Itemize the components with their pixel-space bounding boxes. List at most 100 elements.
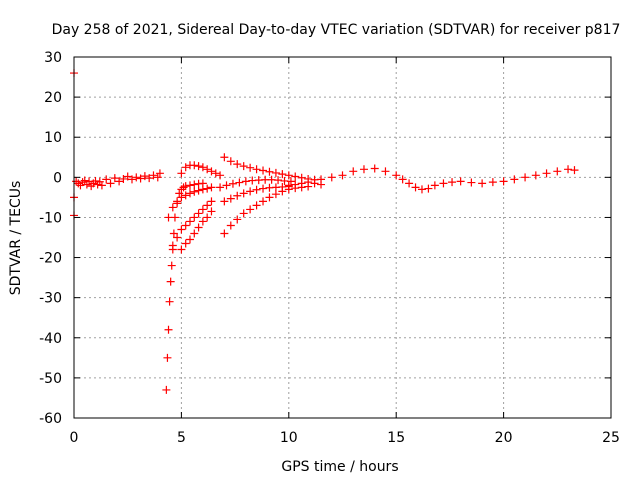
- y-tick-labels: -60 -50 -40 -30 -20 -10 0 10 20 30: [39, 50, 62, 427]
- data-point: [252, 201, 261, 210]
- data-point: [233, 215, 242, 224]
- data-point: [531, 171, 540, 180]
- data-point: [381, 167, 390, 176]
- data-point: [271, 168, 280, 177]
- data-point: [542, 169, 551, 178]
- y-tick-label: -50: [39, 371, 62, 387]
- data-point: [149, 171, 158, 180]
- data-point: [246, 187, 255, 196]
- series-tail-10-11h: [284, 178, 326, 190]
- data-point: [198, 163, 207, 172]
- data-point: [194, 209, 203, 218]
- data-point: [553, 167, 562, 176]
- data-point: [220, 229, 229, 238]
- data-point: [190, 229, 199, 238]
- data-point: [169, 229, 178, 238]
- data-point: [252, 185, 261, 194]
- data-point: [510, 175, 519, 184]
- data-point: [194, 162, 203, 171]
- data-point: [564, 165, 573, 174]
- data-point: [181, 163, 190, 172]
- data-point: [166, 277, 175, 286]
- data-point: [185, 181, 194, 190]
- data-point: [222, 181, 231, 190]
- data-point: [259, 184, 268, 193]
- data-point: [203, 165, 212, 174]
- y-tick-label: 30: [44, 50, 62, 66]
- data-point: [359, 165, 368, 174]
- data-point: [163, 353, 172, 362]
- data-point: [194, 186, 203, 195]
- data-point: [499, 177, 508, 186]
- data-point: [97, 181, 106, 190]
- y-tick-label: -30: [39, 291, 62, 307]
- data-point: [181, 182, 190, 191]
- y-tick-label: 0: [53, 170, 62, 186]
- data-point: [246, 163, 255, 172]
- data-point: [164, 213, 173, 222]
- data-point: [177, 169, 186, 178]
- data-point: [106, 179, 115, 188]
- data-point: [198, 217, 207, 226]
- series-baseline-late: [317, 164, 579, 194]
- data-point: [228, 179, 237, 188]
- data-point: [167, 261, 176, 270]
- data-point: [265, 193, 274, 202]
- x-tick-label: 15: [387, 430, 405, 446]
- series-bump-5.5h: [177, 161, 225, 180]
- data-point: [284, 181, 293, 190]
- y-tick-label: 20: [44, 90, 62, 106]
- data-point: [239, 209, 248, 218]
- grid: [74, 57, 611, 418]
- data-point: [278, 170, 287, 179]
- data-point: [430, 181, 439, 190]
- data-point: [284, 171, 293, 180]
- plot-frame: [73, 56, 612, 419]
- data-point: [190, 161, 199, 170]
- y-tick-label: -20: [39, 251, 62, 267]
- series-arc-a: [164, 183, 216, 222]
- data-point: [203, 201, 212, 210]
- data-point: [145, 174, 154, 183]
- data-point: [286, 177, 295, 186]
- data-point: [181, 221, 190, 230]
- data-point: [317, 175, 326, 184]
- data-point: [177, 245, 186, 254]
- data-point: [207, 207, 216, 216]
- x-tick-label: 20: [495, 430, 513, 446]
- data-point: [274, 176, 283, 185]
- data-point: [252, 165, 261, 174]
- data-point: [181, 191, 190, 200]
- data-point: [220, 197, 229, 206]
- data-point: [439, 179, 448, 188]
- data-point: [162, 385, 171, 394]
- x-tick-labels: 0 5 10 15 20 25: [70, 430, 620, 446]
- data-point: [207, 183, 216, 192]
- data-point: [297, 179, 306, 188]
- data-point: [327, 173, 336, 182]
- data-point: [198, 185, 207, 194]
- x-tick-label: 25: [602, 430, 620, 446]
- data-point: [349, 167, 358, 176]
- data-point: [190, 180, 199, 189]
- data-point: [259, 166, 268, 175]
- y-tick-label: -60: [39, 411, 62, 427]
- series-arc-d: [220, 182, 313, 238]
- data-point: [211, 169, 220, 178]
- data-point: [456, 177, 465, 186]
- data-point: [338, 171, 347, 180]
- data-point: [398, 175, 407, 184]
- data-point: [226, 221, 235, 230]
- data-point: [207, 167, 216, 176]
- data-point: [570, 166, 579, 175]
- data-point: [173, 197, 182, 206]
- data-point: [190, 213, 199, 222]
- data-point: [164, 325, 173, 334]
- x-tick-label: 10: [280, 430, 298, 446]
- data-point: [310, 179, 319, 188]
- x-axis-label: GPS time / hours: [281, 459, 398, 475]
- data-point: [233, 160, 242, 169]
- data-point: [246, 205, 255, 214]
- data-point: [185, 235, 194, 244]
- data-points: [70, 69, 579, 394]
